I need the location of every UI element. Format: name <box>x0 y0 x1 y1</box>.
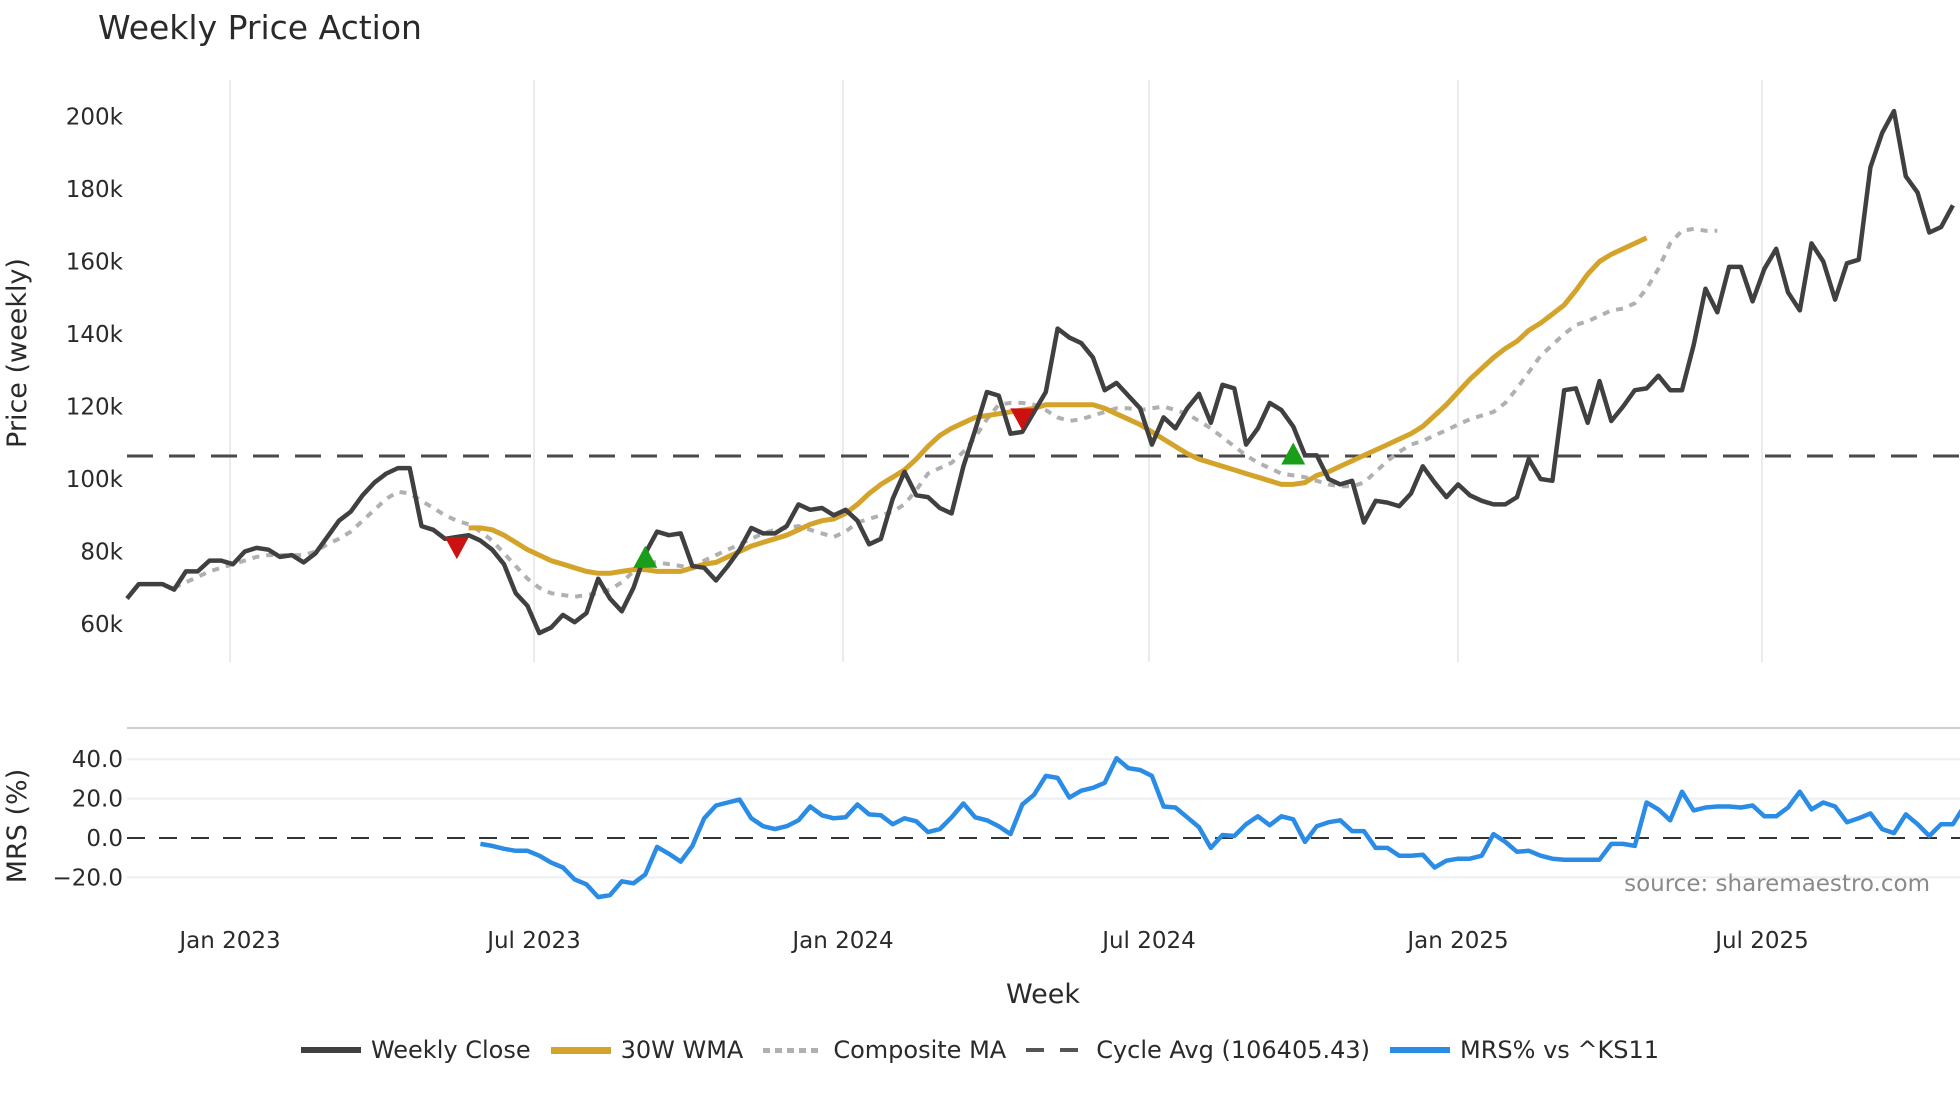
sell-signal-icon <box>1010 408 1035 431</box>
composite-ma-line <box>173 226 1718 599</box>
mrs-y-label: MRS (%) <box>2 769 33 884</box>
solid-line-icon <box>300 1047 361 1053</box>
dotted-line-icon <box>763 1047 824 1053</box>
y-tick-label: 140k <box>66 322 124 348</box>
mrs-tick-label: 20.0 <box>72 787 123 813</box>
x-tick-label: Jan 2024 <box>790 928 893 954</box>
y-tick-label: 100k <box>66 467 124 493</box>
source-note: source: sharemaestro.com <box>1624 871 1930 897</box>
x-tick-label: Jan 2023 <box>177 928 280 954</box>
y-tick-label: 60k <box>80 612 123 638</box>
wma-line <box>468 235 1648 576</box>
mrs-line <box>480 755 1960 900</box>
mrs-tick-label: −20.0 <box>53 865 123 891</box>
legend-item-weekly-close[interactable]: Weekly Close <box>300 1036 531 1064</box>
y-tick-label: 160k <box>66 250 124 276</box>
y-tick-label: 180k <box>66 177 124 203</box>
legend-item-wma[interactable]: 30W WMA <box>550 1036 743 1064</box>
price-y-label: Price (weekly) <box>2 258 33 448</box>
x-tick-label: Jul 2025 <box>1713 928 1809 954</box>
price-y-axis: 200k 180k 160k 140k 120k 100k 80k 60k <box>66 105 124 639</box>
solid-line-icon <box>550 1046 611 1054</box>
legend: Weekly Close 30W WMA Composite MA Cycle … <box>0 1036 1960 1064</box>
x-tick-label: Jul 2024 <box>1100 928 1196 954</box>
weekly-close-line <box>125 108 1955 636</box>
mrs-y-axis: 40.0 20.0 0.0 −20.0 <box>53 747 123 891</box>
buy-signal-icon <box>1281 442 1306 465</box>
y-tick-label: 120k <box>66 395 124 421</box>
sell-signal-icon <box>444 537 469 560</box>
x-axis: Jan 2023 Jul 2023 Jan 2024 Jul 2024 Jan 2025… <box>177 928 1808 954</box>
buy-signal-icon <box>633 545 658 568</box>
gridlines <box>127 80 1960 879</box>
x-axis-label: Week <box>1006 979 1080 1010</box>
signal-markers <box>444 408 1306 568</box>
solid-line-icon <box>1390 1047 1451 1053</box>
y-tick-label: 80k <box>80 540 123 566</box>
mrs-tick-label: 40.0 <box>72 747 123 773</box>
x-tick-label: Jan 2025 <box>1405 928 1508 954</box>
legend-item-mrs[interactable]: MRS% vs ^KS11 <box>1390 1036 1659 1064</box>
dashed-line-icon <box>1026 1048 1087 1052</box>
y-tick-label: 200k <box>66 105 124 131</box>
legend-item-cycle-avg[interactable]: Cycle Avg (106405.43) <box>1026 1036 1370 1064</box>
mrs-tick-label: 0.0 <box>86 826 123 852</box>
legend-item-composite-ma[interactable]: Composite MA <box>763 1036 1006 1064</box>
chart-title: Weekly Price Action <box>98 8 422 47</box>
x-tick-label: Jul 2023 <box>485 928 581 954</box>
